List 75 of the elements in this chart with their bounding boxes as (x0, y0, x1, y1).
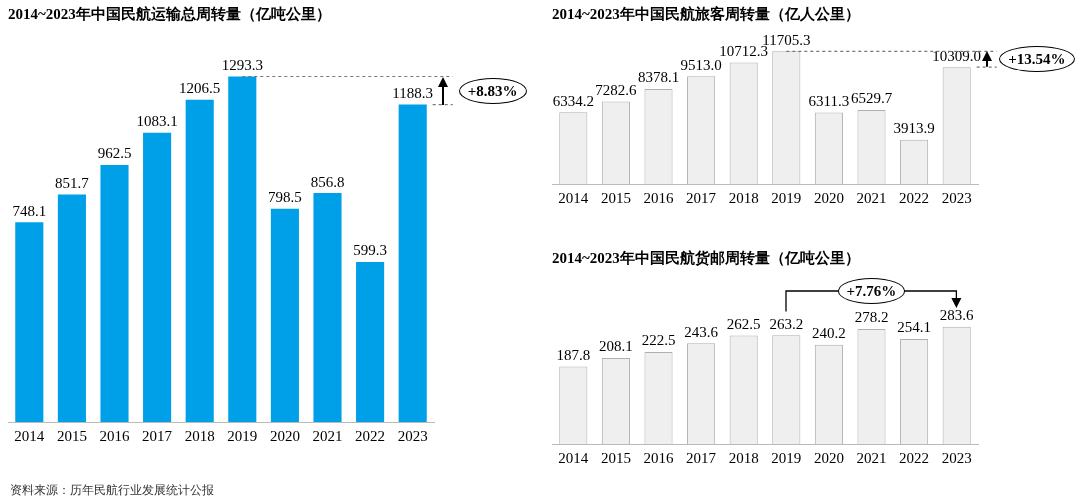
bar (57, 194, 86, 422)
x-tick-label: 2018 (184, 427, 215, 444)
x-tick-label: 2021 (856, 189, 887, 206)
bar (143, 132, 172, 422)
data-label: 6334.2 (552, 92, 594, 109)
x-tick-label: 2015 (600, 189, 631, 206)
data-label: 240.2 (812, 325, 846, 342)
x-tick-label: 2019 (227, 427, 258, 444)
x-tick-label: 2020 (813, 449, 844, 466)
bar (313, 193, 342, 422)
x-tick-label: 2021 (856, 449, 887, 466)
x-tick-label: 2019 (771, 449, 802, 466)
x-tick-label: 2017 (686, 189, 717, 206)
x-tick-label: 2018 (728, 449, 759, 466)
x-tick-label: 2023 (397, 427, 428, 444)
x-tick-label: 2020 (813, 189, 844, 206)
x-tick-label: 2021 (312, 427, 343, 444)
data-label: 1206.5 (179, 80, 221, 97)
x-tick-label: 2023 (941, 189, 972, 206)
x-tick-label: 2014 (558, 449, 589, 466)
x-tick-label: 2017 (686, 449, 717, 466)
data-label: 599.3 (353, 242, 387, 259)
x-tick-label: 2015 (600, 449, 631, 466)
data-label: 9513.0 (680, 56, 722, 73)
data-label: 6311.3 (808, 92, 850, 109)
x-tick-label: 2014 (14, 427, 45, 444)
bar (228, 76, 257, 422)
data-label: 187.8 (556, 346, 591, 363)
data-label: 856.8 (310, 173, 345, 190)
data-label: 283.6 (939, 307, 975, 324)
data-label: 208.1 (599, 338, 633, 355)
text: +7.76% (837, 277, 906, 304)
data-label: 263.2 (769, 315, 804, 332)
x-tick-label: 2017 (142, 427, 173, 444)
x-tick-label: 2018 (728, 189, 759, 206)
x-tick-label: 2023 (941, 449, 972, 466)
bar (270, 208, 299, 422)
x-tick-label: 2014 (558, 189, 589, 206)
data-label: 254.1 (897, 319, 931, 336)
x-tick-label: 2022 (899, 189, 930, 206)
x-tick-label: 2020 (269, 427, 300, 444)
data-label: 1293.3 (221, 56, 263, 73)
data-label: 1083.1 (136, 113, 178, 130)
data-label: 262.5 (726, 315, 761, 332)
data-label: 7282.6 (595, 81, 638, 98)
data-label: 3913.9 (893, 120, 935, 137)
chart-title: 2014~2023年中国民航运输总周转量（亿吨公里） (7, 5, 332, 24)
x-tick-label: 2022 (899, 449, 930, 466)
bar (100, 164, 129, 422)
data-label: 222.5 (641, 332, 676, 349)
data-label: 798.5 (268, 189, 302, 206)
text: 资料来源：历年民航行业发展统计公报 (10, 482, 214, 499)
text: +13.54% (999, 46, 1075, 73)
chart-title: 2014~2023年中国民航旅客周转量（亿人公里） (551, 5, 861, 24)
x-tick-label: 2022 (355, 427, 386, 444)
x-tick-label: 2016 (643, 449, 674, 466)
bar (356, 261, 385, 422)
bar (15, 222, 44, 422)
data-label: 962.5 (97, 145, 132, 162)
x-tick-label: 2019 (771, 189, 802, 206)
data-label: 6529.7 (850, 90, 893, 107)
data-label: 8378.1 (637, 69, 680, 86)
data-label: 10309.0 (932, 47, 982, 64)
x-tick-label: 2016 (99, 427, 130, 444)
chart-title: 2014~2023年中国民航货邮周转量（亿吨公里） (551, 249, 861, 268)
data-label: 278.2 (854, 309, 889, 326)
x-tick-label: 2016 (643, 189, 674, 206)
bar (185, 99, 214, 422)
text: +8.83% (458, 77, 527, 104)
data-label: 851.7 (55, 174, 90, 191)
x-tick-label: 2015 (56, 427, 87, 444)
data-label: 748.1 (12, 202, 47, 219)
bar (398, 104, 427, 422)
data-label: 1188.3 (392, 84, 434, 101)
data-label: 243.6 (684, 323, 719, 340)
